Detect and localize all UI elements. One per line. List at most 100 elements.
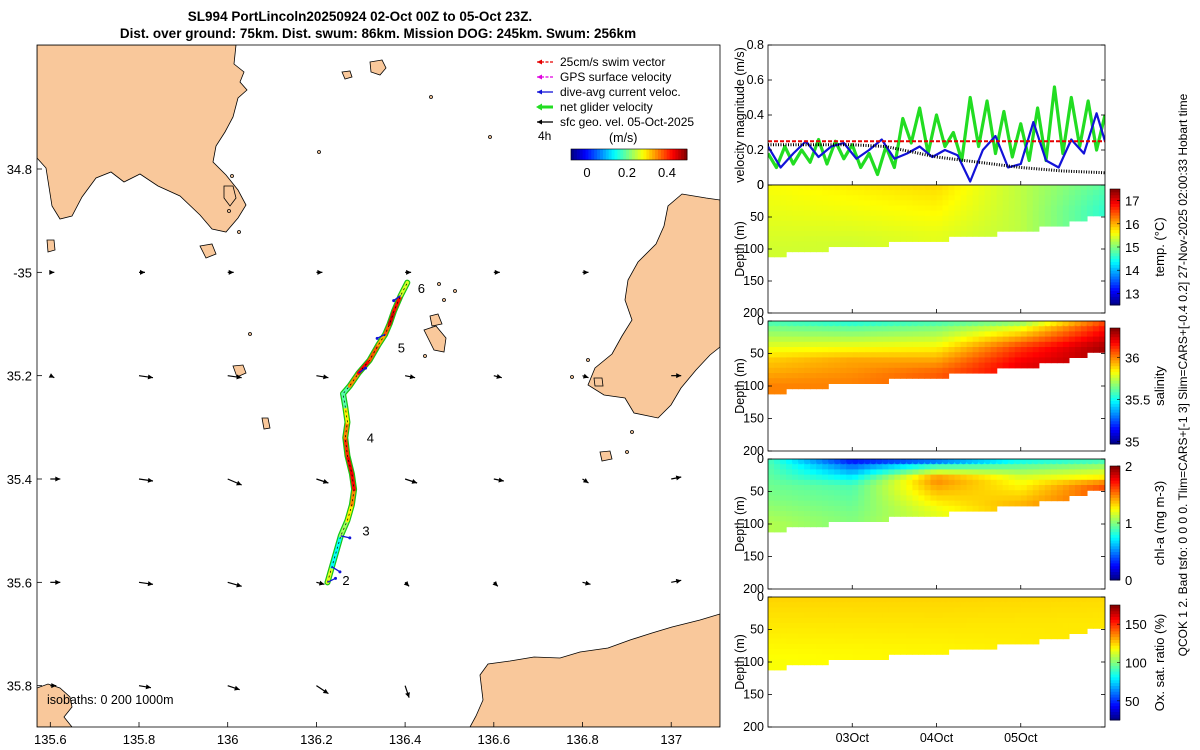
profile-cell	[966, 505, 974, 512]
profile-cell	[1014, 495, 1022, 502]
profile-cell	[978, 464, 986, 470]
profile-cell	[864, 362, 871, 369]
profile-cell	[1080, 341, 1088, 348]
profile-colorbar-cell	[1110, 252, 1120, 257]
profile-cell	[870, 469, 877, 476]
profile-colorbar-cell	[1110, 412, 1120, 416]
profile-cell	[780, 357, 787, 364]
surface-sample	[791, 459, 799, 465]
profile-cell	[1020, 628, 1028, 634]
profile-cell	[948, 469, 956, 476]
profile-cell	[786, 195, 793, 201]
profile-cell	[846, 331, 853, 338]
profile-cell	[1038, 490, 1046, 496]
profile-cell	[834, 464, 841, 470]
profile-cell	[1002, 490, 1010, 496]
profile-cell	[1002, 602, 1010, 608]
profile-cell	[1074, 352, 1082, 358]
surface-sample	[960, 185, 967, 191]
profile-cell	[792, 241, 799, 248]
profile-cell	[1008, 464, 1016, 470]
profile-cell	[792, 638, 799, 645]
profile-cell	[1062, 490, 1070, 496]
profile-cell	[1074, 485, 1082, 491]
profile-cell	[882, 607, 889, 614]
profile-cell	[972, 326, 980, 332]
profile-cell	[930, 628, 938, 634]
profile-cell	[984, 347, 992, 353]
surface-sample	[918, 185, 925, 191]
profile-cell	[1050, 464, 1058, 470]
profile-cell	[984, 220, 992, 227]
profile-cell	[978, 352, 986, 358]
profile-cell	[828, 474, 835, 481]
profile-cell	[972, 347, 980, 353]
profile-cell	[894, 331, 901, 338]
profile-cell	[798, 500, 805, 507]
profile-cell	[960, 220, 968, 227]
profile-cell	[780, 474, 787, 481]
profile-colorbar-label: salinity	[1152, 366, 1167, 406]
profile-cell	[918, 612, 926, 619]
profile-cell	[846, 485, 853, 491]
profile-cell	[810, 633, 817, 640]
profile-cell	[930, 236, 938, 242]
surface-sample	[888, 597, 895, 603]
surface-sample	[870, 459, 877, 465]
profile-cell	[1014, 341, 1022, 348]
profile-cell	[936, 469, 944, 476]
profile-cell	[996, 357, 1004, 364]
profile-cell	[966, 485, 974, 491]
profile-cell	[870, 367, 877, 374]
profile-cell	[852, 336, 859, 343]
profile-cell	[786, 628, 793, 634]
profile-cell	[906, 469, 914, 476]
profile-cell	[804, 215, 811, 222]
surface-sample	[1092, 597, 1100, 603]
profile-cell	[1086, 326, 1094, 332]
profile-cell	[780, 469, 787, 476]
profile-cell	[768, 378, 775, 384]
profile-cell	[882, 623, 889, 629]
profile-cell	[972, 205, 980, 212]
profile-cell	[888, 200, 895, 207]
velocity-ylabel: velocity magnitude (m/s)	[733, 47, 747, 182]
surface-sample	[1056, 597, 1064, 603]
profile-cell	[816, 479, 823, 486]
profile-cell	[1044, 628, 1052, 634]
profile-cell	[942, 511, 950, 517]
profile-cell	[912, 231, 920, 237]
profile-cell	[1038, 623, 1046, 629]
profile-ytick-label: 0	[757, 178, 764, 192]
small-island	[46, 239, 56, 253]
profile-cell	[1026, 225, 1034, 232]
profile-cell	[1008, 362, 1016, 369]
profile-cell	[1068, 617, 1076, 624]
profile-cell	[852, 373, 859, 379]
profile-cell	[768, 347, 775, 353]
profile-cell	[900, 200, 908, 207]
profile-colorbar-cell	[1110, 391, 1120, 396]
track-segment	[325, 565, 334, 585]
profile-cell	[792, 521, 799, 528]
profile-cell	[1050, 352, 1058, 358]
profile-cell	[1032, 195, 1040, 201]
profile-cell	[840, 215, 847, 222]
side-caption: QCOK 1 2. Bad tsfo: 0 0 0 0. Tlim=CARS+[…	[1176, 93, 1190, 656]
profile-cell	[990, 612, 998, 619]
profile-cell	[810, 623, 817, 629]
profile-cell	[1074, 200, 1082, 207]
map-ytick-label: 35.8	[7, 679, 32, 694]
profile-cell	[996, 623, 1004, 629]
profile-cell	[912, 200, 920, 207]
profile-cell	[924, 490, 932, 496]
profile-cell	[1020, 220, 1028, 227]
profile-cell	[1002, 495, 1010, 502]
profile-cell	[804, 649, 811, 655]
profile-cell	[978, 210, 986, 217]
profile-cell	[780, 331, 787, 338]
profile-cell	[894, 649, 901, 655]
profile-cell	[1086, 474, 1094, 481]
